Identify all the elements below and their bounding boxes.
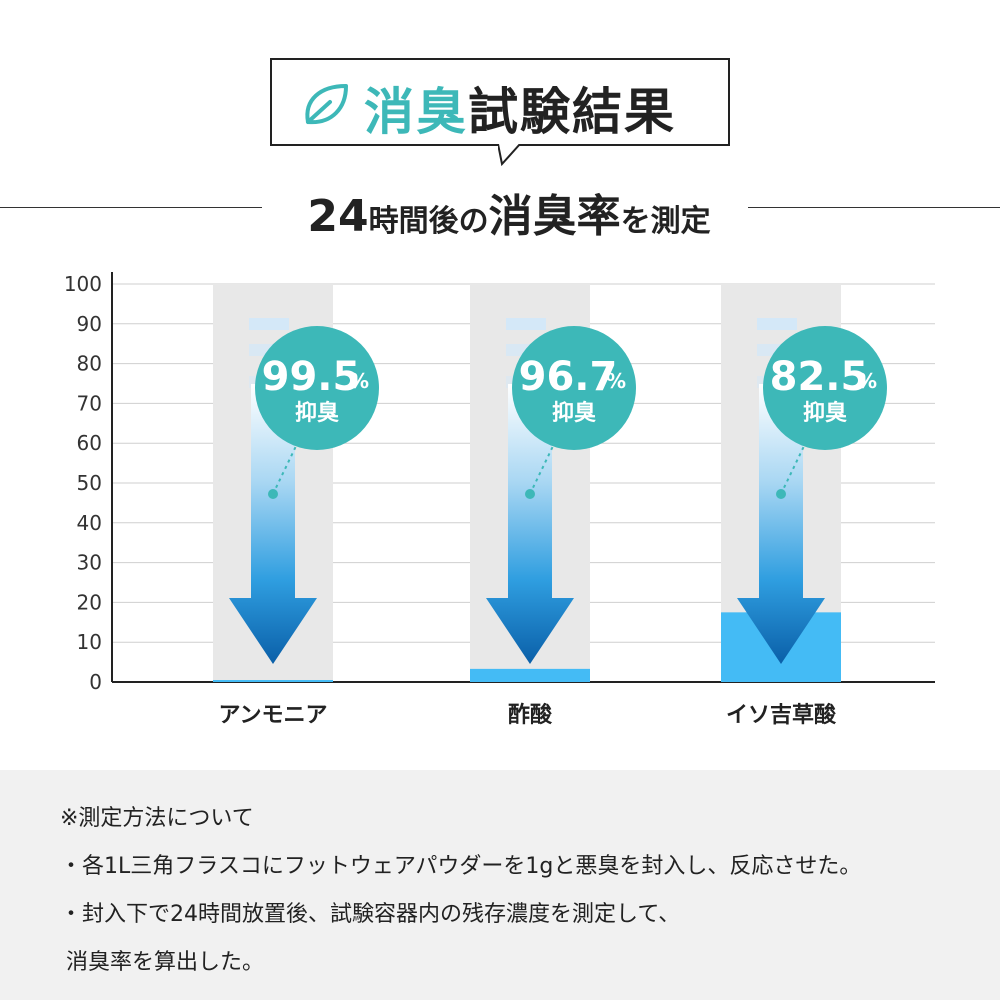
badge-leader [780,443,806,495]
reduction-label: 抑臭 [552,400,596,426]
y-tick-label: 20 [77,590,102,614]
down-arrow [229,384,317,664]
down-arrow [486,384,574,664]
badge-dot [268,489,278,499]
notes-heading: ※測定方法について [60,806,254,831]
reduction-badge [763,326,887,450]
page-title: 消臭試験結果 [364,72,676,144]
badge-leader [529,443,555,495]
bar-group-2: 96.7% 抑臭 [470,284,636,682]
y-tick-label: 30 [77,551,102,575]
bar-group-1: 99.5% 抑臭 [213,284,379,683]
leaf-icon [305,84,348,125]
y-tick-label: 10 [77,630,102,654]
category-label: イソ吉草酸 [726,702,837,728]
y-tick-label: 40 [77,511,102,535]
subtitle-rate: 消臭率 [488,191,621,242]
bar [470,668,590,682]
notes-line-1: ・各1L三角フラスコにフットウェアパウダーを1gと悪臭を封入し、反応させた。 [60,854,862,879]
title-box-tail [498,144,521,166]
reduction-percent: % [606,369,626,393]
reduction-label: 抑臭 [295,400,339,426]
reduction-value: 96.7 [519,354,618,400]
badge-leader [272,443,298,495]
subtitle: 24時間後の消臭率を測定 [270,180,748,244]
y-tick-label: 60 [77,431,102,455]
subtitle-rule-left [0,207,262,208]
bar-dash [506,318,546,330]
y-tick-label: 90 [77,312,102,336]
bar-group-3: 82.5% 抑臭 [721,284,887,682]
category-label: アンモニア [218,703,327,728]
y-tick-label: 80 [77,352,102,376]
y-axis-ticks: 0 10 20 30 40 50 60 70 80 90 100 [64,272,102,694]
title-rest: 試験結果 [468,83,676,141]
badge-dot [776,489,786,499]
subtitle-after: 時間後の [368,204,489,239]
reduction-badge [255,326,379,450]
reduction-percent: % [349,369,369,393]
y-tick-label: 0 [89,670,102,694]
bar [213,680,333,683]
notes-line-2: ・封入下で24時間放置後、試験容器内の残存濃度を測定して、 [60,902,681,927]
notes-panel: ※測定方法について ・各1L三角フラスコにフットウェアパウダーを1gと悪臭を封入… [0,770,1000,1000]
x-axis-labels: アンモニア 酢酸 イソ吉草酸 [218,702,837,728]
y-tick-label: 50 [77,471,102,495]
category-label: 酢酸 [508,703,553,728]
reduction-percent: % [857,369,877,393]
reduction-value: 82.5 [770,354,869,400]
reduction-value: 99.5 [262,354,361,400]
title-box: 消臭試験結果 [270,58,730,146]
reduction-label: 抑臭 [803,400,847,426]
bar-dash [249,318,289,330]
reduction-badge [512,326,636,450]
bar-dash [757,318,797,330]
subtitle-hours: 24 [307,191,369,242]
y-tick-label: 100 [64,272,102,296]
badge-dot [525,489,535,499]
title-accent: 消臭 [364,83,468,141]
y-tick-label: 70 [77,391,102,415]
subtitle-measure: を測定 [620,204,711,239]
subtitle-rule-right [748,207,1000,208]
notes-line-3: 消臭率を算出した。 [66,950,265,975]
down-arrow [737,384,825,664]
